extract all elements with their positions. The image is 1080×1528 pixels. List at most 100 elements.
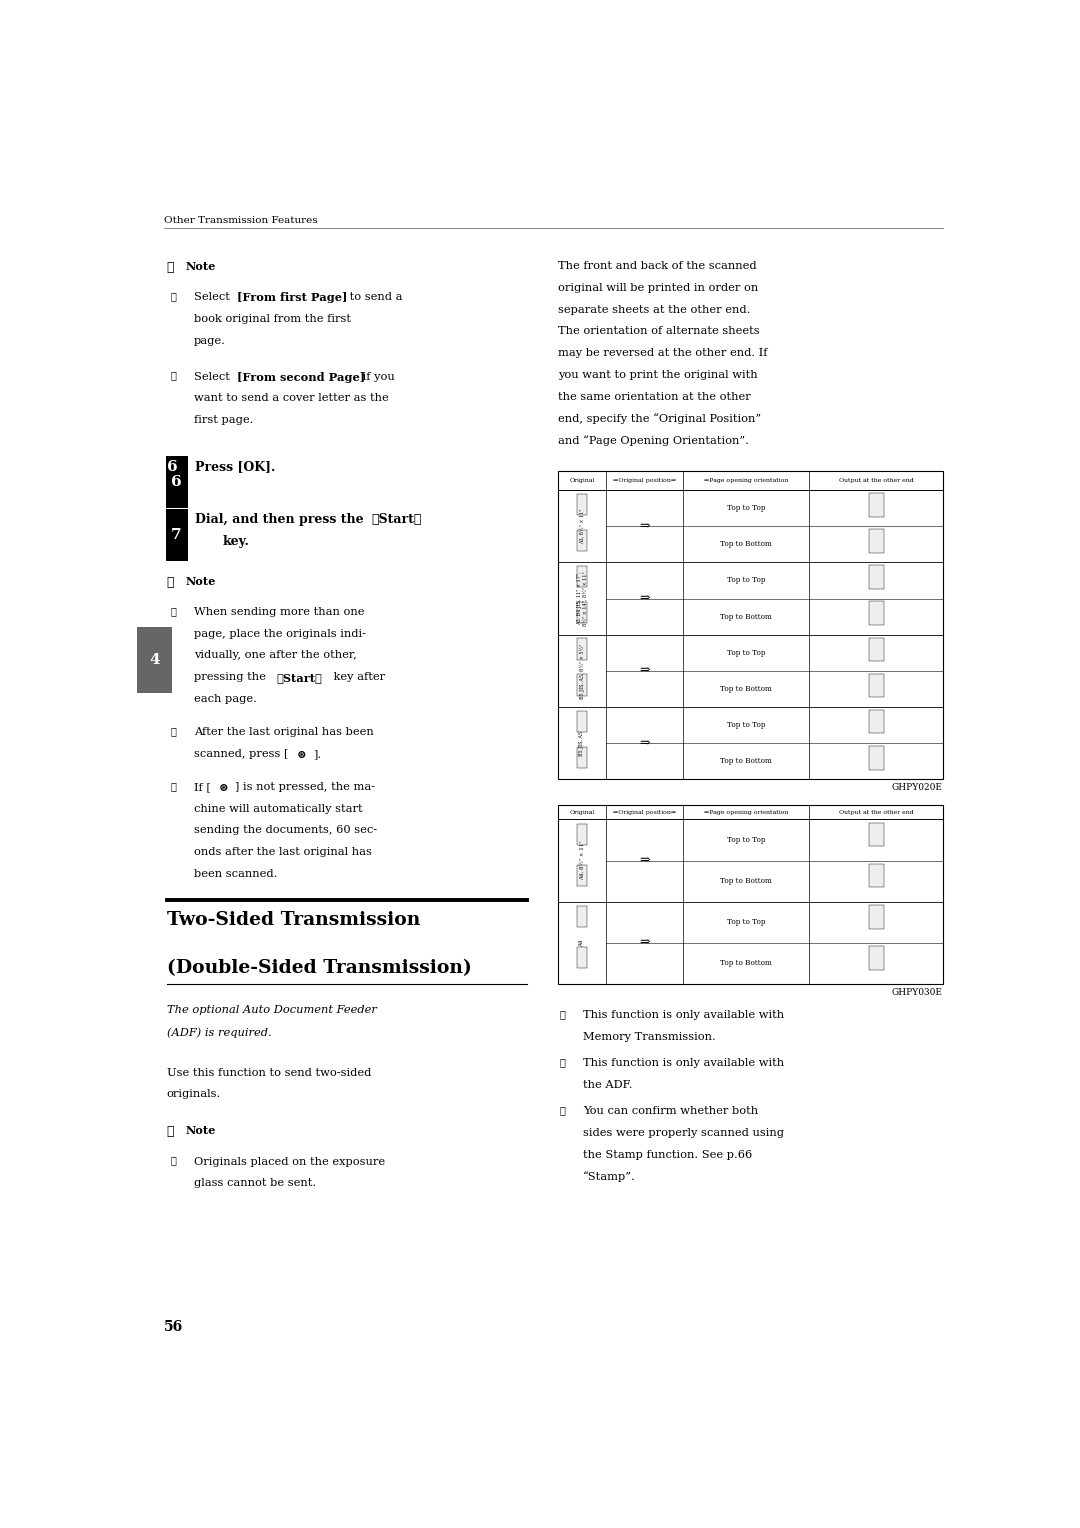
Text: ⇒: ⇒	[639, 736, 650, 750]
Text: chine will automatically start: chine will automatically start	[193, 804, 362, 813]
Text: Top to Bottom: Top to Bottom	[720, 877, 772, 885]
Text: Select: Select	[193, 292, 233, 303]
Bar	[868, 905, 883, 929]
Text: ⇒Page opening orientation: ⇒Page opening orientation	[704, 810, 788, 814]
Bar	[577, 639, 588, 660]
Bar	[577, 674, 588, 695]
Bar	[868, 946, 883, 970]
Text: glass cannot be sent.: glass cannot be sent.	[193, 1178, 315, 1189]
Text: the ADF.: the ADF.	[583, 1080, 632, 1089]
Text: This function is only available with: This function is only available with	[583, 1057, 784, 1068]
Text: Original: Original	[569, 478, 595, 483]
Text: Top to Top: Top to Top	[727, 918, 766, 926]
Text: key.: key.	[222, 535, 248, 549]
Text: 【Start】: 【Start】	[372, 513, 421, 526]
Text: onds after the last original has: onds after the last original has	[193, 847, 372, 857]
Text: ⇒Original position⇒: ⇒Original position⇒	[613, 478, 676, 483]
Text: separate sheets at the other end.: separate sheets at the other end.	[557, 304, 750, 315]
Bar	[868, 602, 883, 625]
Text: GHPY030E: GHPY030E	[892, 987, 943, 996]
Text: sending the documents, 60 sec-: sending the documents, 60 sec-	[193, 825, 377, 836]
Text: After the last original has been: After the last original has been	[193, 727, 374, 736]
Text: page, place the originals indi-: page, place the originals indi-	[193, 628, 366, 639]
Bar	[557, 805, 943, 984]
Text: A3, 8½" × 11": A3, 8½" × 11"	[580, 509, 584, 544]
Bar	[577, 530, 588, 552]
Text: if you: if you	[360, 371, 395, 382]
Text: Top to Bottom: Top to Bottom	[720, 960, 772, 967]
Text: first page.: first page.	[193, 416, 253, 425]
Text: Top to Top: Top to Top	[727, 504, 766, 512]
Text: GHPY020E: GHPY020E	[892, 782, 943, 792]
Text: and “Page Opening Orientation”.: and “Page Opening Orientation”.	[557, 435, 748, 446]
Text: If [: If [	[193, 782, 211, 792]
Text: Output at the other end: Output at the other end	[839, 810, 914, 814]
Text: to send a: to send a	[346, 292, 403, 303]
Text: [From first Page]: [From first Page]	[238, 292, 348, 303]
Text: ❑: ❑	[171, 782, 177, 792]
Text: ⇒Original position⇒: ⇒Original position⇒	[613, 810, 676, 814]
Text: ⇒: ⇒	[639, 520, 650, 533]
Text: you want to print the original with: you want to print the original with	[557, 370, 757, 380]
Text: ⇒: ⇒	[639, 937, 650, 949]
Bar	[557, 471, 943, 779]
Text: Original: Original	[569, 810, 595, 814]
Text: ⊛: ⊛	[218, 782, 228, 793]
Text: ⇒: ⇒	[639, 665, 650, 677]
Text: 6: 6	[171, 475, 181, 489]
Text: Other Transmission Features: Other Transmission Features	[164, 215, 318, 225]
Text: 4: 4	[149, 652, 160, 666]
Text: Note: Note	[186, 576, 216, 587]
Text: 56: 56	[164, 1320, 184, 1334]
Text: ⇒Page opening orientation: ⇒Page opening orientation	[704, 478, 788, 483]
Text: “Stamp”.: “Stamp”.	[583, 1172, 635, 1183]
Text: want to send a cover letter as the: want to send a cover letter as the	[193, 393, 389, 403]
Bar	[868, 746, 883, 770]
Text: This function is only available with: This function is only available with	[583, 1010, 784, 1019]
Text: Note: Note	[186, 261, 216, 272]
Bar	[868, 674, 883, 697]
Text: may be reversed at the other end. If: may be reversed at the other end. If	[557, 348, 767, 358]
Text: originals.: originals.	[166, 1089, 221, 1100]
Text: The front and back of the scanned: The front and back of the scanned	[557, 261, 756, 270]
Text: been scanned.: been scanned.	[193, 869, 276, 879]
Bar	[868, 565, 883, 588]
Text: Top to Bottom: Top to Bottom	[720, 685, 772, 692]
Bar	[868, 529, 883, 553]
Text: key after: key after	[330, 672, 386, 681]
Text: Dial, and then press the: Dial, and then press the	[195, 513, 368, 526]
Text: Memory Transmission.: Memory Transmission.	[583, 1031, 716, 1042]
Bar	[868, 494, 883, 516]
Text: (ADF) is required.: (ADF) is required.	[166, 1027, 271, 1038]
Text: pressing the: pressing the	[193, 672, 269, 681]
Text: B5 JIS, A5: B5 JIS, A5	[580, 730, 584, 756]
Bar	[577, 711, 588, 732]
Bar	[868, 863, 883, 888]
Bar	[577, 906, 588, 927]
Bar	[868, 711, 883, 733]
Text: ⇒: ⇒	[639, 854, 650, 866]
Text: the same orientation at the other: the same orientation at the other	[557, 391, 751, 402]
Text: Top to Top: Top to Top	[727, 836, 766, 843]
Text: ❑: ❑	[171, 1157, 177, 1166]
Text: page.: page.	[193, 336, 226, 345]
Text: The optional Auto Document Feeder: The optional Auto Document Feeder	[166, 1005, 377, 1016]
Text: [From second Page]: [From second Page]	[238, 371, 365, 382]
Bar	[577, 494, 588, 515]
Text: the Stamp function. See p.66: the Stamp function. See p.66	[583, 1151, 752, 1160]
Text: Originals placed on the exposure: Originals placed on the exposure	[193, 1157, 384, 1166]
Text: ❑: ❑	[171, 607, 177, 616]
Text: When sending more than one: When sending more than one	[193, 607, 364, 617]
Text: ❑: ❑	[559, 1057, 565, 1067]
Bar	[577, 565, 588, 587]
Text: ✎: ✎	[166, 1126, 174, 1138]
Bar	[577, 824, 588, 845]
Bar	[577, 747, 588, 769]
Text: ❑: ❑	[171, 371, 177, 380]
Text: ⊛: ⊛	[297, 749, 306, 759]
Text: Top to Bottom: Top to Bottom	[720, 541, 772, 549]
Bar	[166, 509, 188, 561]
Bar	[166, 457, 188, 509]
Text: Output at the other end: Output at the other end	[839, 478, 914, 483]
Text: end, specify the “Original Position”: end, specify the “Original Position”	[557, 414, 760, 425]
